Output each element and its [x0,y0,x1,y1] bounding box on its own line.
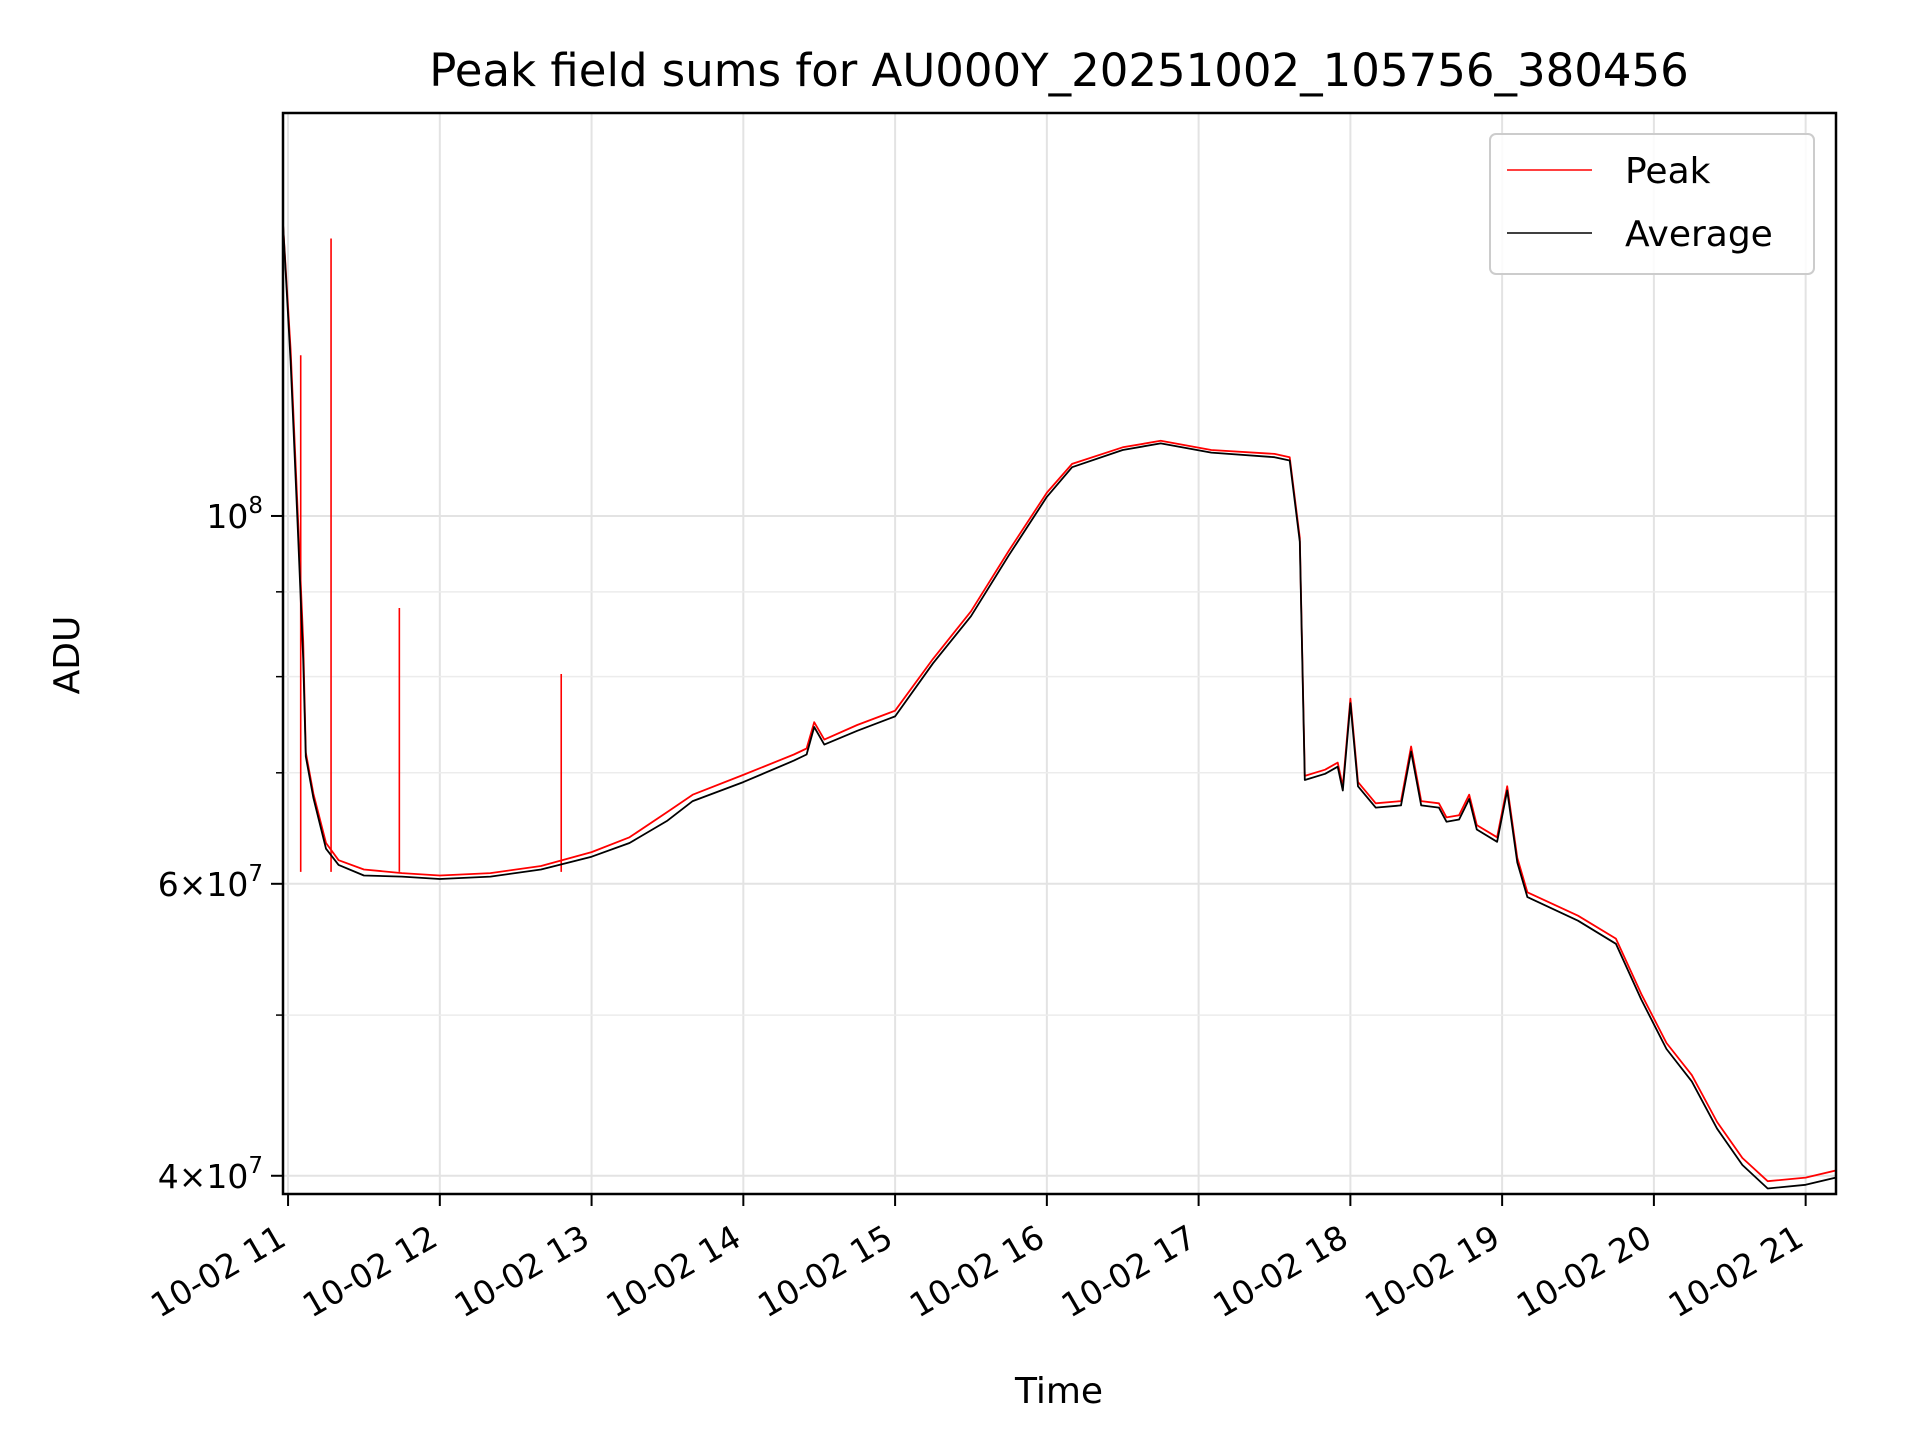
y-tick-times: × [179,1157,207,1196]
gridlines [283,113,1836,1194]
series-line-average [283,223,1836,1190]
legend: Peak Average [1489,133,1815,275]
y-tick-mantissa: 4 [158,1157,179,1196]
y-tick-label: 6×107 [158,861,263,904]
y-axis-label: ADU [47,616,88,695]
y-tick-exponent: 7 [248,1153,263,1179]
y-tick-base: 10 [206,865,248,904]
y-tick-base: 10 [206,1157,248,1196]
legend-label-peak: Peak [1625,151,1711,192]
y-tick-times: × [179,865,207,904]
y-tick-exponent: 7 [248,861,263,887]
legend-label-average: Average [1625,214,1773,255]
y-tick-label: 108 [206,493,263,536]
x-axis-label: Time [1014,1371,1103,1412]
y-tick-mantissa: 6 [158,865,179,904]
y-tick-label: 4×107 [158,1153,263,1196]
y-tick-base: 10 [206,497,248,536]
series-layer [283,223,1836,1190]
y-tick-exponent: 8 [248,493,263,519]
plot-area-frame [281,111,1838,1196]
chart-title: Peak field sums for AU000Y_20251002_1057… [429,44,1689,97]
legend-box [1489,133,1815,275]
